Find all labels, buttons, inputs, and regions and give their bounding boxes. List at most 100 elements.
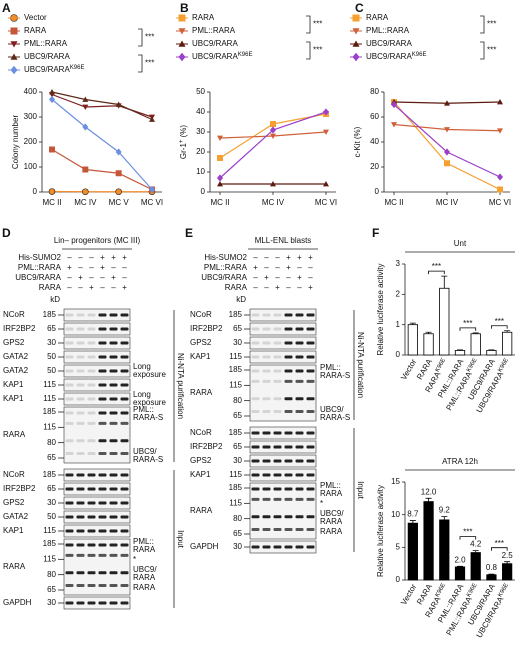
band (284, 497, 293, 501)
band (98, 601, 107, 605)
kd-label: 80 (233, 396, 242, 405)
row-note: UBC9/ (320, 509, 344, 518)
row-note: RARA (320, 489, 343, 498)
band (262, 497, 271, 501)
kd-label: 115 (43, 380, 56, 389)
band (306, 487, 315, 491)
condition-name: PML::RARA (204, 263, 248, 272)
condition-sign: + (297, 253, 302, 262)
band (306, 459, 315, 463)
marker (82, 188, 89, 196)
kd-label: 185 (229, 483, 243, 492)
condition-sign: – (78, 263, 83, 272)
condition-sign: – (286, 273, 291, 282)
band (295, 445, 304, 449)
band (65, 397, 74, 401)
condition-sign: – (275, 253, 280, 262)
row-note: RARA (320, 527, 343, 536)
condition-sign: + (122, 283, 127, 292)
band (109, 584, 118, 588)
band (284, 473, 293, 477)
band (306, 445, 315, 449)
row-name: IRF2BP2 (3, 324, 36, 333)
blot-frame (63, 510, 131, 524)
bar (407, 522, 418, 581)
band (306, 397, 315, 401)
kd-label: 30 (47, 598, 56, 607)
y-axis-label: Colony number (11, 115, 20, 170)
band (109, 355, 118, 359)
kd-label: 65 (233, 411, 242, 420)
marker (391, 122, 397, 128)
band (251, 445, 260, 449)
condition-sign: + (67, 263, 72, 272)
band (65, 369, 74, 373)
sig-bracket (306, 41, 311, 60)
band (98, 571, 107, 575)
band (87, 355, 96, 359)
band (76, 487, 85, 491)
y-tick-label: 20 (370, 162, 379, 171)
band (109, 369, 118, 373)
legend-text: RARA (366, 13, 389, 22)
kd-label: 30 (233, 338, 242, 347)
band (120, 529, 129, 533)
condition-sign: – (122, 273, 127, 282)
legend-label: UBC9/RARAK96E (24, 65, 84, 75)
band (306, 473, 315, 477)
y-label-unit: (%) (179, 125, 188, 140)
band (306, 355, 315, 359)
band (295, 545, 304, 549)
band (76, 515, 85, 519)
row-note: exposure (133, 370, 166, 379)
band (65, 452, 74, 456)
band (87, 501, 96, 505)
band (65, 529, 74, 533)
sig-label: *** (313, 20, 322, 29)
legend-sup: K96E (238, 52, 253, 58)
kd-label: 185 (229, 428, 243, 437)
condition-name: RARA (225, 283, 248, 292)
row-name: RARA (3, 430, 26, 439)
band (87, 369, 96, 373)
sig-label: *** (145, 33, 154, 42)
blot-frame (63, 378, 131, 392)
blot-frame (63, 482, 131, 496)
band (284, 369, 293, 373)
band (251, 515, 260, 519)
band (109, 341, 118, 345)
condition-sign: – (308, 263, 313, 272)
band (98, 501, 107, 505)
y-label-text: c-Kit (%) (353, 126, 362, 157)
bar (470, 552, 481, 581)
band (273, 445, 282, 449)
series-line (393, 101, 501, 191)
band (262, 397, 271, 401)
legend-label: UBC9/RARAK96E (366, 52, 426, 62)
band (87, 473, 96, 477)
condition-sign: – (308, 273, 313, 282)
condition-sign: – (122, 263, 127, 272)
condition-sign: + (297, 273, 302, 282)
blot-frame (249, 308, 317, 322)
blot-frame (63, 596, 131, 610)
value-label: 9.2 (439, 506, 451, 515)
condition-sign: – (253, 283, 258, 292)
x-tick-label: MC IV (262, 198, 285, 207)
band (87, 383, 96, 387)
band (284, 431, 293, 435)
error-bar (409, 322, 416, 325)
error-bar (425, 331, 432, 334)
marker (217, 174, 223, 182)
band (65, 411, 74, 415)
kd-label: 185 (229, 365, 243, 374)
band (109, 327, 118, 331)
x-tick-label: MC IV (436, 198, 459, 207)
band (251, 341, 260, 345)
value-label: 8.7 (407, 510, 419, 519)
band (65, 439, 74, 443)
blot-frame (249, 482, 317, 540)
band (98, 515, 107, 519)
marker (115, 148, 122, 156)
series-line (51, 93, 153, 118)
